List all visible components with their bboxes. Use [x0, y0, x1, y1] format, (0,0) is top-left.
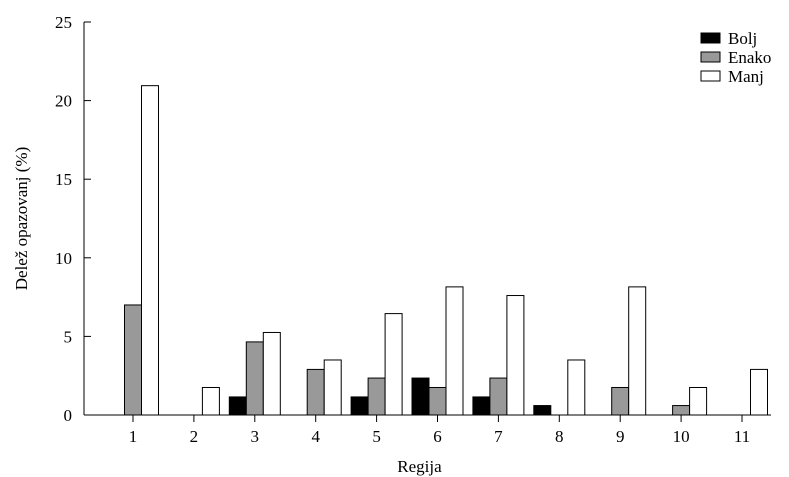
- bars-group: [124, 85, 768, 416]
- bar-manj-10: [689, 386, 708, 416]
- bar-enako-9: [611, 386, 630, 416]
- x-tick-label: 5: [372, 427, 381, 446]
- bar-enako-10: [672, 405, 691, 416]
- legend-swatch-bolj: [700, 32, 721, 44]
- bar-enako-5: [367, 377, 386, 416]
- legend-swatch-enako: [700, 51, 721, 63]
- bar-bolj-7: [472, 396, 491, 416]
- legend-swatch-manj: [700, 70, 721, 82]
- bar-manj-9: [628, 286, 647, 416]
- x-tick-label: 3: [251, 427, 260, 446]
- y-tick-label: 15: [55, 170, 72, 189]
- bar-manj-5: [384, 313, 403, 416]
- bar-manj-1: [141, 85, 159, 416]
- bar-enako-6: [428, 386, 447, 416]
- bar-manj-6: [445, 286, 464, 416]
- legend-label-manj: Manj: [728, 67, 764, 86]
- x-tick-label: 6: [433, 427, 442, 446]
- legend-label-enako: Enako: [728, 48, 771, 67]
- bar-manj-8: [567, 359, 586, 416]
- x-tick-label: 10: [673, 427, 690, 446]
- bar-bolj-8: [533, 405, 552, 416]
- x-ticks-group: 1 2 3 4 5 6 7 8 9 10 11: [129, 415, 750, 446]
- x-tick-label: 11: [734, 427, 750, 446]
- bar-enako-3: [245, 341, 264, 416]
- bar-bolj-6: [411, 377, 430, 416]
- bar-enako-1: [124, 304, 142, 416]
- y-tick-label: 25: [55, 13, 72, 32]
- bar-manj-3: [262, 331, 281, 416]
- x-tick-label: 8: [555, 427, 564, 446]
- bar-manj-7: [506, 295, 525, 416]
- bar-manj-2: [201, 386, 220, 416]
- bar-bolj-3: [228, 396, 247, 416]
- x-tick-label: 1: [129, 427, 138, 446]
- y-tick-label: 0: [64, 406, 73, 425]
- y-tick-label: 20: [55, 92, 72, 111]
- bar-manj-11: [750, 368, 768, 416]
- x-tick-label: 7: [494, 427, 503, 446]
- bar-enako-4: [306, 368, 325, 416]
- y-tick-label: 10: [55, 249, 72, 268]
- x-axis-label: Regija: [397, 457, 442, 476]
- y-ticks-group: 0 5 10 15 20 25: [55, 13, 91, 425]
- x-tick-label: 9: [616, 427, 625, 446]
- x-tick-label: 4: [311, 427, 320, 446]
- bar-manj-4: [323, 359, 342, 416]
- legend-label-bolj: Bolj: [728, 29, 757, 48]
- y-tick-label: 5: [64, 327, 73, 346]
- bar-enako-7: [489, 377, 508, 416]
- x-tick-label: 2: [190, 427, 199, 446]
- bar-bolj-5: [350, 396, 369, 416]
- y-axis-label: Delež opazovanj (%): [12, 147, 31, 290]
